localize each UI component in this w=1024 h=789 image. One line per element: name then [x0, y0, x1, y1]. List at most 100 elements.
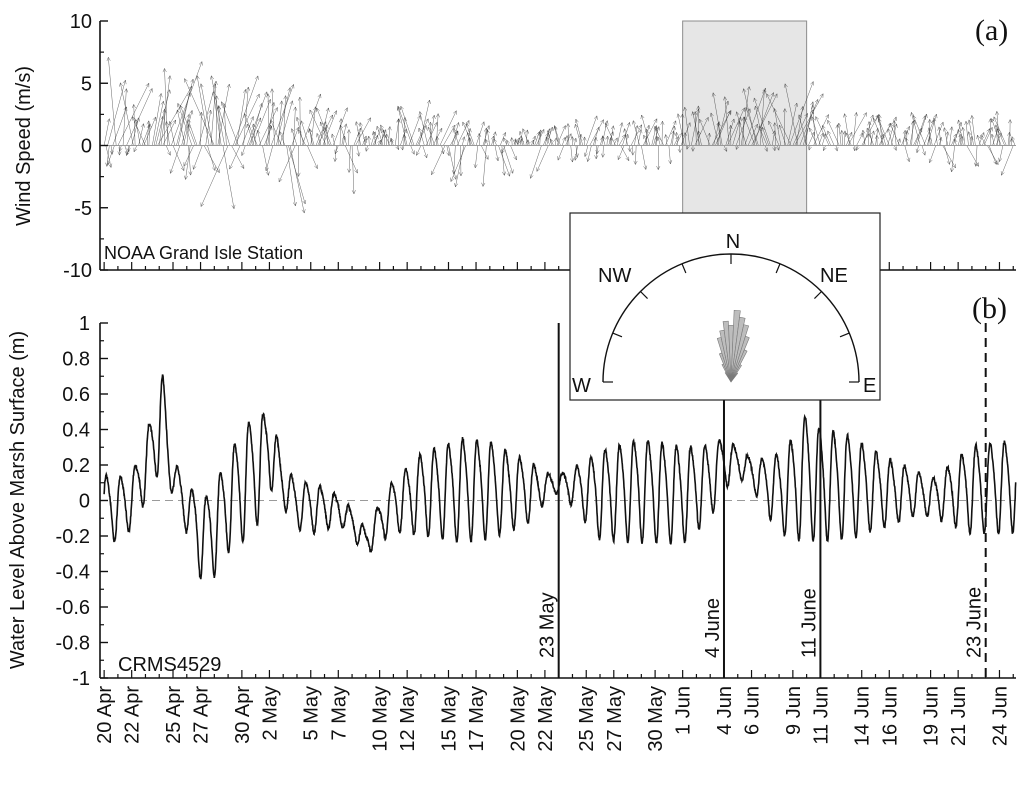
water-ytick-label: 0	[79, 491, 90, 513]
wind-vector	[246, 123, 255, 146]
wind-vector-head	[109, 150, 114, 155]
wind-vector	[133, 104, 136, 146]
wind-vector-head	[298, 129, 302, 134]
wind-vector-head	[274, 106, 278, 112]
wind-vector	[359, 122, 367, 146]
wind-vector-head	[396, 118, 401, 123]
wind-vector	[643, 135, 649, 146]
wind-vector-head	[266, 93, 271, 98]
wind-vector	[668, 145, 671, 164]
wind-vector	[141, 124, 150, 146]
wind-vector	[530, 145, 542, 179]
wind-vector-head	[513, 139, 518, 145]
wind-vector-head	[400, 146, 405, 151]
wind-vector	[777, 145, 780, 151]
wind-vector	[567, 123, 570, 146]
wind-vector-head	[870, 114, 874, 119]
wind-vector-head	[764, 147, 769, 153]
wind-vector	[299, 97, 301, 146]
wind-vector	[267, 93, 270, 146]
wind-vector-head	[656, 165, 661, 171]
date-tick-label: 6 Jun	[742, 686, 764, 735]
wind-vector	[605, 123, 616, 146]
wind-vector	[676, 132, 678, 146]
wind-vector	[876, 115, 887, 146]
wind-vector	[132, 116, 146, 146]
wind-vector-head	[657, 136, 661, 142]
wind-vector	[873, 118, 885, 146]
wind-vector	[334, 145, 337, 162]
wind-vector	[725, 118, 735, 146]
wind-vector-head	[699, 118, 703, 124]
wind-vector-head	[495, 156, 500, 162]
wind-vector	[966, 145, 979, 167]
wind-vector	[686, 145, 689, 150]
wind-vector-head	[683, 132, 688, 137]
wind-vector-head	[513, 155, 517, 161]
wind-vector	[537, 132, 541, 146]
date-tick-label: 14 Jun	[852, 686, 874, 746]
wind-vector	[878, 118, 890, 146]
wind-vector-head	[996, 128, 1001, 133]
wind-vector	[396, 145, 399, 150]
wind-vector-head	[570, 135, 575, 141]
wind-vector-head	[418, 110, 423, 116]
wind-vector	[991, 118, 1002, 146]
wind-vector	[165, 145, 171, 156]
wind-vector	[847, 112, 867, 146]
wind-vector	[383, 134, 386, 146]
wind-vector	[309, 109, 327, 146]
wind-vector	[845, 132, 852, 146]
wind-vector	[691, 108, 699, 146]
wind-vector	[355, 121, 361, 146]
wind-vector-head	[583, 152, 588, 158]
wind-vector	[654, 126, 664, 146]
wind-vector-head	[125, 151, 130, 157]
wind-vector	[257, 130, 262, 146]
wind-vector-head	[279, 130, 283, 136]
wind-vector	[157, 86, 192, 146]
wind-vector-head	[506, 172, 511, 177]
wind-vector	[710, 112, 720, 146]
wind-vector	[210, 81, 217, 146]
wind-vector-head	[825, 114, 829, 119]
wind-vector-head	[797, 114, 802, 119]
wind-vector-head	[594, 155, 599, 160]
wind-vector	[236, 89, 246, 146]
date-tick-label: 15 May	[438, 686, 460, 752]
wind-vectors	[103, 56, 1016, 214]
wind-vector	[403, 134, 406, 146]
wind-vector-head	[136, 117, 140, 122]
wind-vector-head	[122, 79, 127, 85]
wind-vector-head	[638, 128, 643, 134]
wind-vector	[573, 138, 577, 146]
wind-vector-head	[707, 132, 712, 137]
wind-vector-head	[546, 129, 551, 135]
wind-vector	[279, 100, 293, 146]
wind-vector-head	[697, 130, 702, 135]
wind-vector-head	[595, 126, 600, 132]
wind-vector	[901, 126, 910, 146]
wind-vector	[373, 131, 377, 146]
wind-vector	[133, 145, 138, 152]
wind-vector	[951, 133, 957, 146]
wind-vector	[684, 132, 687, 146]
wind-vector-head	[582, 136, 587, 141]
wind-vector-head	[877, 117, 882, 123]
wind-vector-head	[754, 105, 758, 110]
wind-vector-head	[243, 113, 248, 118]
wind-vector-head	[601, 135, 606, 140]
wind-vector-head	[344, 107, 348, 112]
wind-vector-head	[509, 136, 514, 142]
wind-vector	[506, 140, 509, 146]
wind-vector	[188, 145, 191, 176]
wind-vector-head	[215, 168, 220, 174]
wind-vector	[602, 145, 604, 158]
wind-vector	[794, 93, 824, 146]
wind-vector-head	[753, 97, 758, 102]
wind-vector	[809, 127, 818, 146]
wind-vector-head	[387, 125, 392, 131]
rose-wedge	[730, 372, 739, 383]
wind-vector-head	[562, 136, 566, 142]
wind-vector-head	[376, 125, 380, 131]
